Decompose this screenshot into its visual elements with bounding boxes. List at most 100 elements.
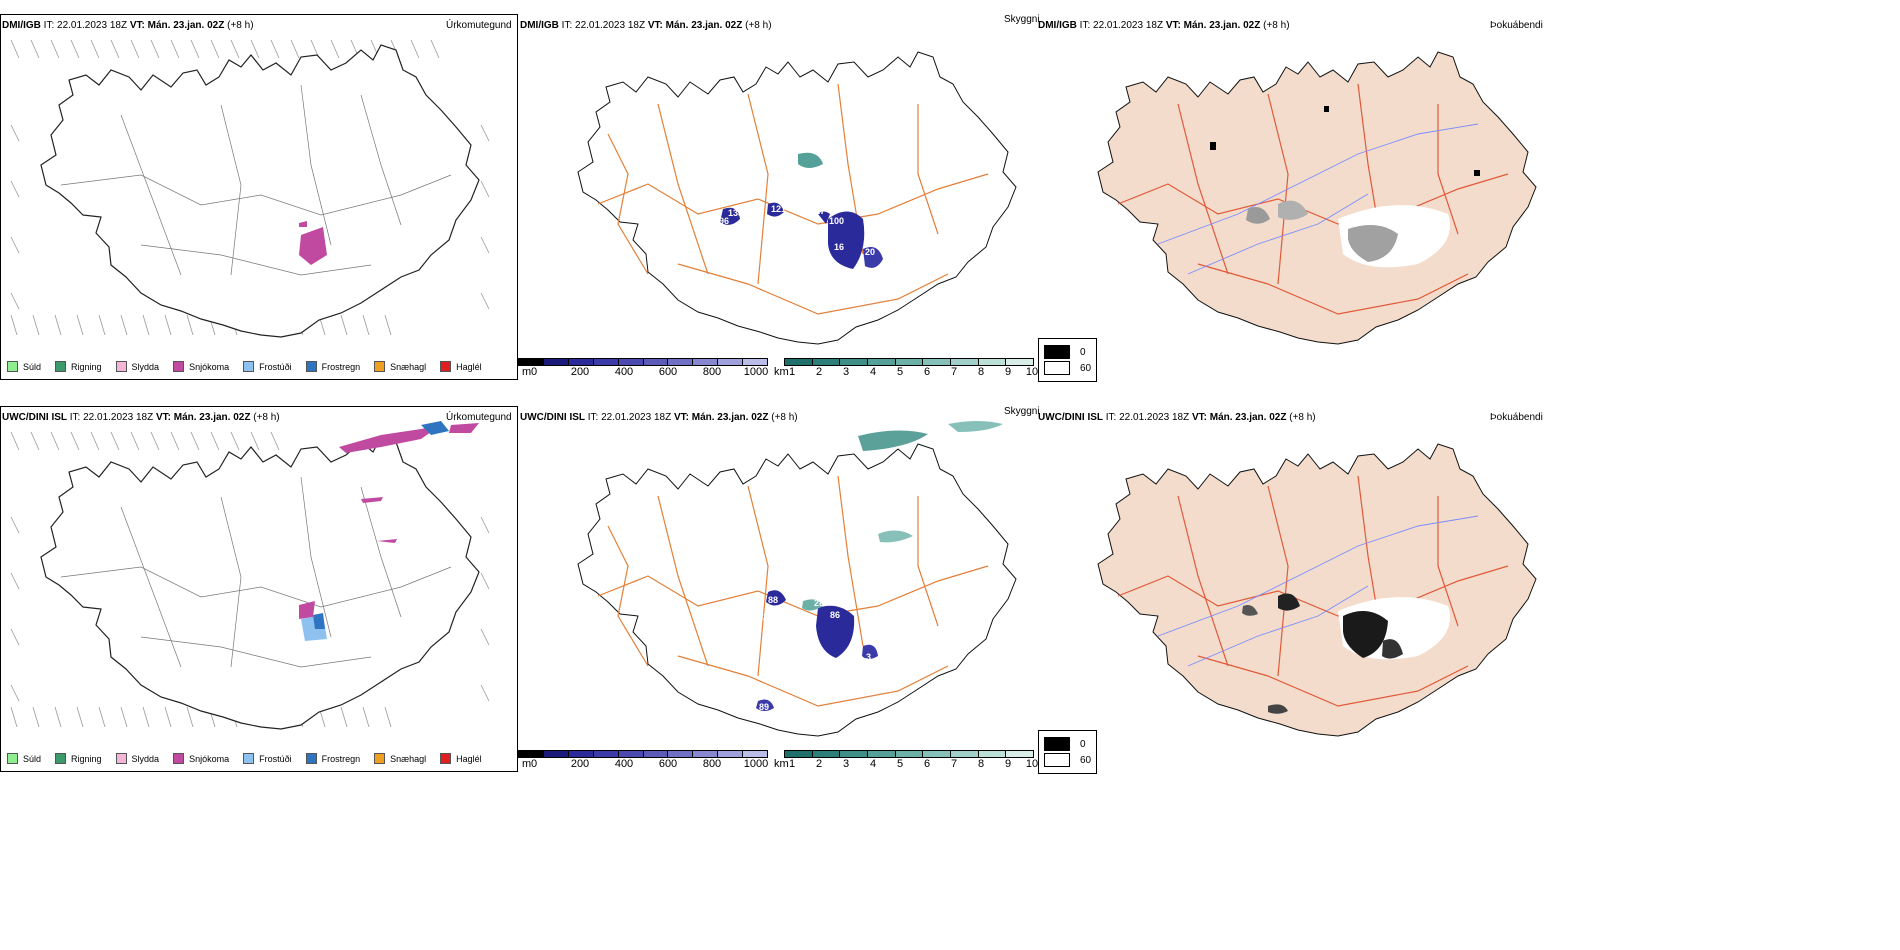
colorbar-cell bbox=[543, 751, 569, 757]
colorbar-cell bbox=[812, 359, 841, 365]
legend-swatch bbox=[440, 753, 452, 764]
tick-label: 400 bbox=[614, 758, 634, 770]
legend-swatch bbox=[7, 753, 18, 764]
legend-swatch bbox=[55, 361, 67, 372]
tick-label: 4 bbox=[869, 758, 877, 770]
title-vis-dmi: DMI/IGB IT: 22.01.2023 18Z VT: Mán. 23.j… bbox=[520, 20, 772, 31]
it-label: IT: 22.01.2023 18Z bbox=[1105, 412, 1190, 423]
tick-label: 1000 bbox=[743, 366, 769, 378]
vt-label: VT: Mán. 23.jan. 02Z bbox=[129, 20, 225, 31]
tick-label: 2 bbox=[815, 366, 823, 378]
fog-map-uwc bbox=[1097, 443, 1537, 737]
it-label: IT: 22.01.2023 18Z bbox=[43, 20, 128, 31]
vis-number: 52 bbox=[758, 612, 768, 622]
fog-map-dmi bbox=[1097, 51, 1537, 345]
colorbar-cell bbox=[951, 751, 979, 757]
title-precip-dmi: DMI/IGB IT: 22.01.2023 18Z VT: Mán. 23.j… bbox=[2, 20, 254, 31]
colorbar-cells bbox=[518, 750, 768, 758]
tick-label: 800 bbox=[702, 758, 722, 770]
legend-item: Súld bbox=[7, 753, 41, 764]
colorbar-cell bbox=[718, 751, 744, 757]
title-vis-uwc: UWC/DINI ISL IT: 22.01.2023 18Z VT: Mán.… bbox=[520, 412, 798, 423]
legend-swatch bbox=[440, 361, 452, 372]
colorbar-cell bbox=[643, 359, 669, 365]
vis-number: 133 bbox=[728, 208, 743, 218]
vis-map-dmi: 101 121 196 133 100 16 20 17 1 16 bbox=[577, 51, 1017, 345]
legend-label: Rigning bbox=[71, 361, 102, 372]
fog-swatch bbox=[1044, 737, 1070, 751]
tick-label: 400 bbox=[614, 366, 634, 378]
vis-scale-km: km 1 2 3 4 5 6 7 8 9 10 bbox=[774, 750, 1038, 771]
tick-label: 8 bbox=[977, 758, 985, 770]
colorbar-cell bbox=[519, 751, 544, 757]
colorbar-cell bbox=[868, 751, 896, 757]
vis-number: 20 bbox=[865, 247, 875, 257]
tick-label: 3 bbox=[842, 366, 850, 378]
legend-item: Slydda bbox=[115, 753, 159, 764]
fog-legend-row: 0 bbox=[1044, 345, 1091, 359]
scale-unit: km bbox=[774, 366, 789, 378]
tick-label: 8 bbox=[977, 366, 985, 378]
fog-swatch bbox=[1044, 361, 1070, 375]
colorbar-cell bbox=[718, 359, 744, 365]
legend-item: Frostregn bbox=[305, 753, 361, 764]
vis-map-uwc: 88 52 28 86 3 89 bbox=[577, 421, 1017, 737]
legend-item: Snæhagl bbox=[374, 361, 426, 372]
vis-number: 1 bbox=[871, 268, 876, 278]
colorbar-ticks: m 0 200 400 600 800 1000 bbox=[518, 758, 768, 771]
model-name: DMI/IGB bbox=[2, 20, 41, 31]
legend-swatch bbox=[173, 753, 185, 764]
colorbar-cell bbox=[1006, 751, 1034, 757]
colorbar-cell bbox=[519, 359, 544, 365]
vis-number: 17 bbox=[815, 206, 825, 216]
legend-item: Snæhagl bbox=[374, 753, 426, 764]
legend-swatch bbox=[115, 753, 127, 764]
legend-label: Snjókoma bbox=[189, 361, 230, 372]
legend-swatch bbox=[173, 361, 185, 372]
tick-label: 5 bbox=[896, 758, 904, 770]
legend-label: Haglél bbox=[456, 753, 482, 764]
legend-item: Rigning bbox=[55, 361, 102, 372]
legend-swatch bbox=[305, 753, 317, 764]
colorbar-cell bbox=[743, 751, 768, 757]
lead-time: (+8 h) bbox=[1289, 412, 1316, 423]
legend-label: Rigning bbox=[71, 753, 102, 764]
vis-number: 3 bbox=[866, 652, 871, 662]
tick-label: 200 bbox=[570, 758, 590, 770]
legend-item: Snjókoma bbox=[173, 753, 229, 764]
model-name: UWC/DINI ISL bbox=[1038, 412, 1103, 423]
legend-swatch bbox=[115, 361, 127, 372]
precip-map-dmi bbox=[10, 39, 490, 338]
title-precip-uwc: UWC/DINI ISL IT: 22.01.2023 18Z VT: Mán.… bbox=[2, 412, 280, 423]
fog-value: 0 bbox=[1080, 346, 1086, 358]
colorbar-cell bbox=[618, 359, 644, 365]
tick-label: 3 bbox=[842, 758, 850, 770]
colorbar-cell bbox=[978, 359, 1007, 365]
legend-label: Frostregn bbox=[321, 753, 361, 764]
colorbar-ticks: km 1 2 3 4 5 6 7 8 9 10 bbox=[774, 366, 1038, 379]
it-label: IT: 22.01.2023 18Z bbox=[561, 20, 646, 31]
legend-item: Slydda bbox=[115, 361, 160, 372]
fog-swatch bbox=[1044, 753, 1070, 767]
precip-panel-dmi: Súld Rigning Slydda Snjókoma Frostúði Fr… bbox=[0, 14, 518, 380]
fog-legend-row: 0 bbox=[1044, 737, 1091, 751]
colorbar-cell bbox=[840, 751, 869, 757]
vis-scale-m: m 0 200 400 600 800 1000 bbox=[518, 750, 768, 771]
vis-number: 101 bbox=[786, 167, 801, 177]
vt-label: VT: Mán. 23.jan. 02Z bbox=[673, 412, 769, 423]
vis-panel-uwc: 88 52 28 86 3 89 m 0 200 400 600 800 100… bbox=[518, 406, 1038, 772]
colorbar-cell bbox=[923, 359, 952, 365]
vt-label: VT: Mán. 23.jan. 02Z bbox=[1165, 20, 1261, 31]
tick-label: 0 bbox=[530, 758, 538, 770]
tick-label: 9 bbox=[1004, 758, 1012, 770]
colorbar-cells bbox=[518, 358, 768, 366]
fog-value: 60 bbox=[1080, 754, 1092, 766]
vis-scale-m: m 0 200 400 600 800 1000 bbox=[518, 358, 768, 379]
legend-label: Snæhagl bbox=[390, 361, 427, 372]
legend-label: Frostúði bbox=[259, 753, 292, 764]
tick-label: 7 bbox=[950, 366, 958, 378]
fog-panel-dmi: 0 60 bbox=[1038, 14, 1558, 382]
colorbar-cell bbox=[840, 359, 869, 365]
fog-label-uwc: Þokuábendi bbox=[1490, 412, 1543, 423]
legend-label: Slydda bbox=[131, 361, 160, 372]
